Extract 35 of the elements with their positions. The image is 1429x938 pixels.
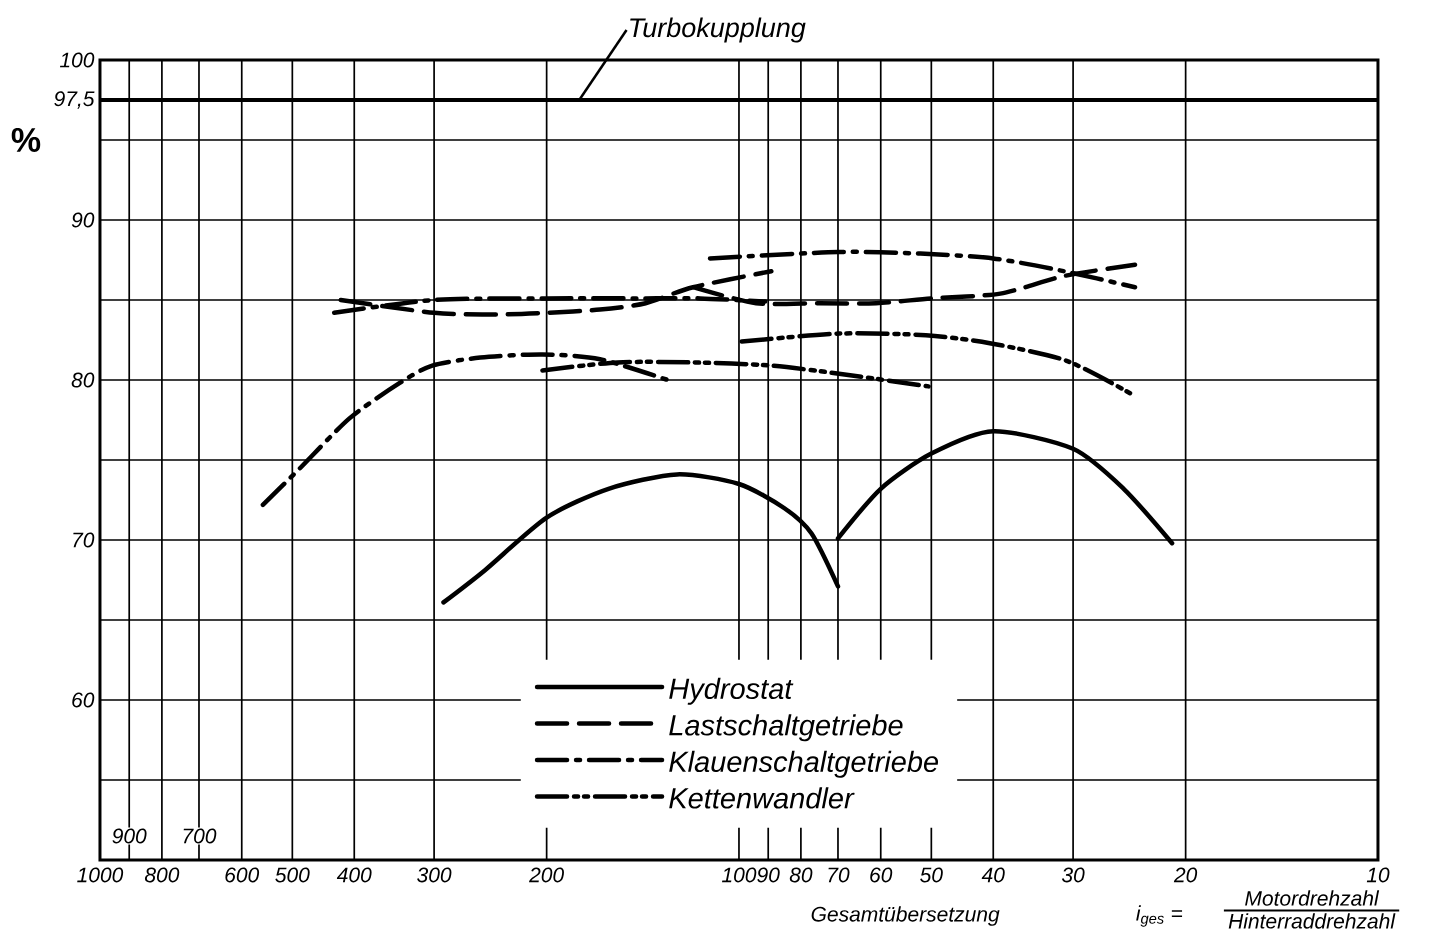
x-tick-label: 60 [870,867,893,883]
text: Hinterraddrehzahl [1228,913,1396,929]
annotation: 900 [112,828,147,844]
legend-label: Hydrostat [669,677,794,705]
x-tick-label: 100 [722,867,757,883]
x-tick-label: 300 [417,867,452,883]
x-tick-label: 30 [1061,867,1085,883]
y-axis-title: % [11,128,41,152]
y-tick-label: 97,5 [54,91,95,109]
y-tick-label: 100 [59,52,95,68]
x-axis-title: Gesamtübersetzung [811,906,1000,926]
legend-label: Lastschaltgetriebe [669,714,903,742]
x-tick-label: 70 [828,867,850,883]
x-tick-label: 500 [275,867,310,883]
x-tick-label: 10 [1366,867,1390,883]
y-tick-label: 70 [73,532,95,548]
annotation: 700 [183,828,217,844]
text: i$_{ges}$ = [1136,905,1183,927]
x-tick-label: 400 [336,867,372,883]
text: Motordrehzahl [1245,890,1380,906]
x-tick-label: 800 [144,867,180,883]
x-tick-label: 80 [789,867,813,883]
legend-label: Kettenwandler [669,787,855,809]
x-tick-label: 90 [757,867,780,883]
x-tick-label: 1000 [77,867,124,883]
x-tick-label: 50 [920,867,943,883]
ref-line-label: Turbokupplung [630,17,806,43]
x-tick-label: 200 [528,867,564,883]
x-tick-label: 20 [1173,867,1198,883]
x-tick-label: 40 [981,867,1005,883]
y-tick-label: 80 [71,372,95,388]
y-tick-label: 90 [71,212,95,228]
y-tick-label: 60 [72,692,95,708]
x-tick-label: 600 [225,867,260,883]
legend-label: Klauenschaltgetriebe [669,750,939,778]
